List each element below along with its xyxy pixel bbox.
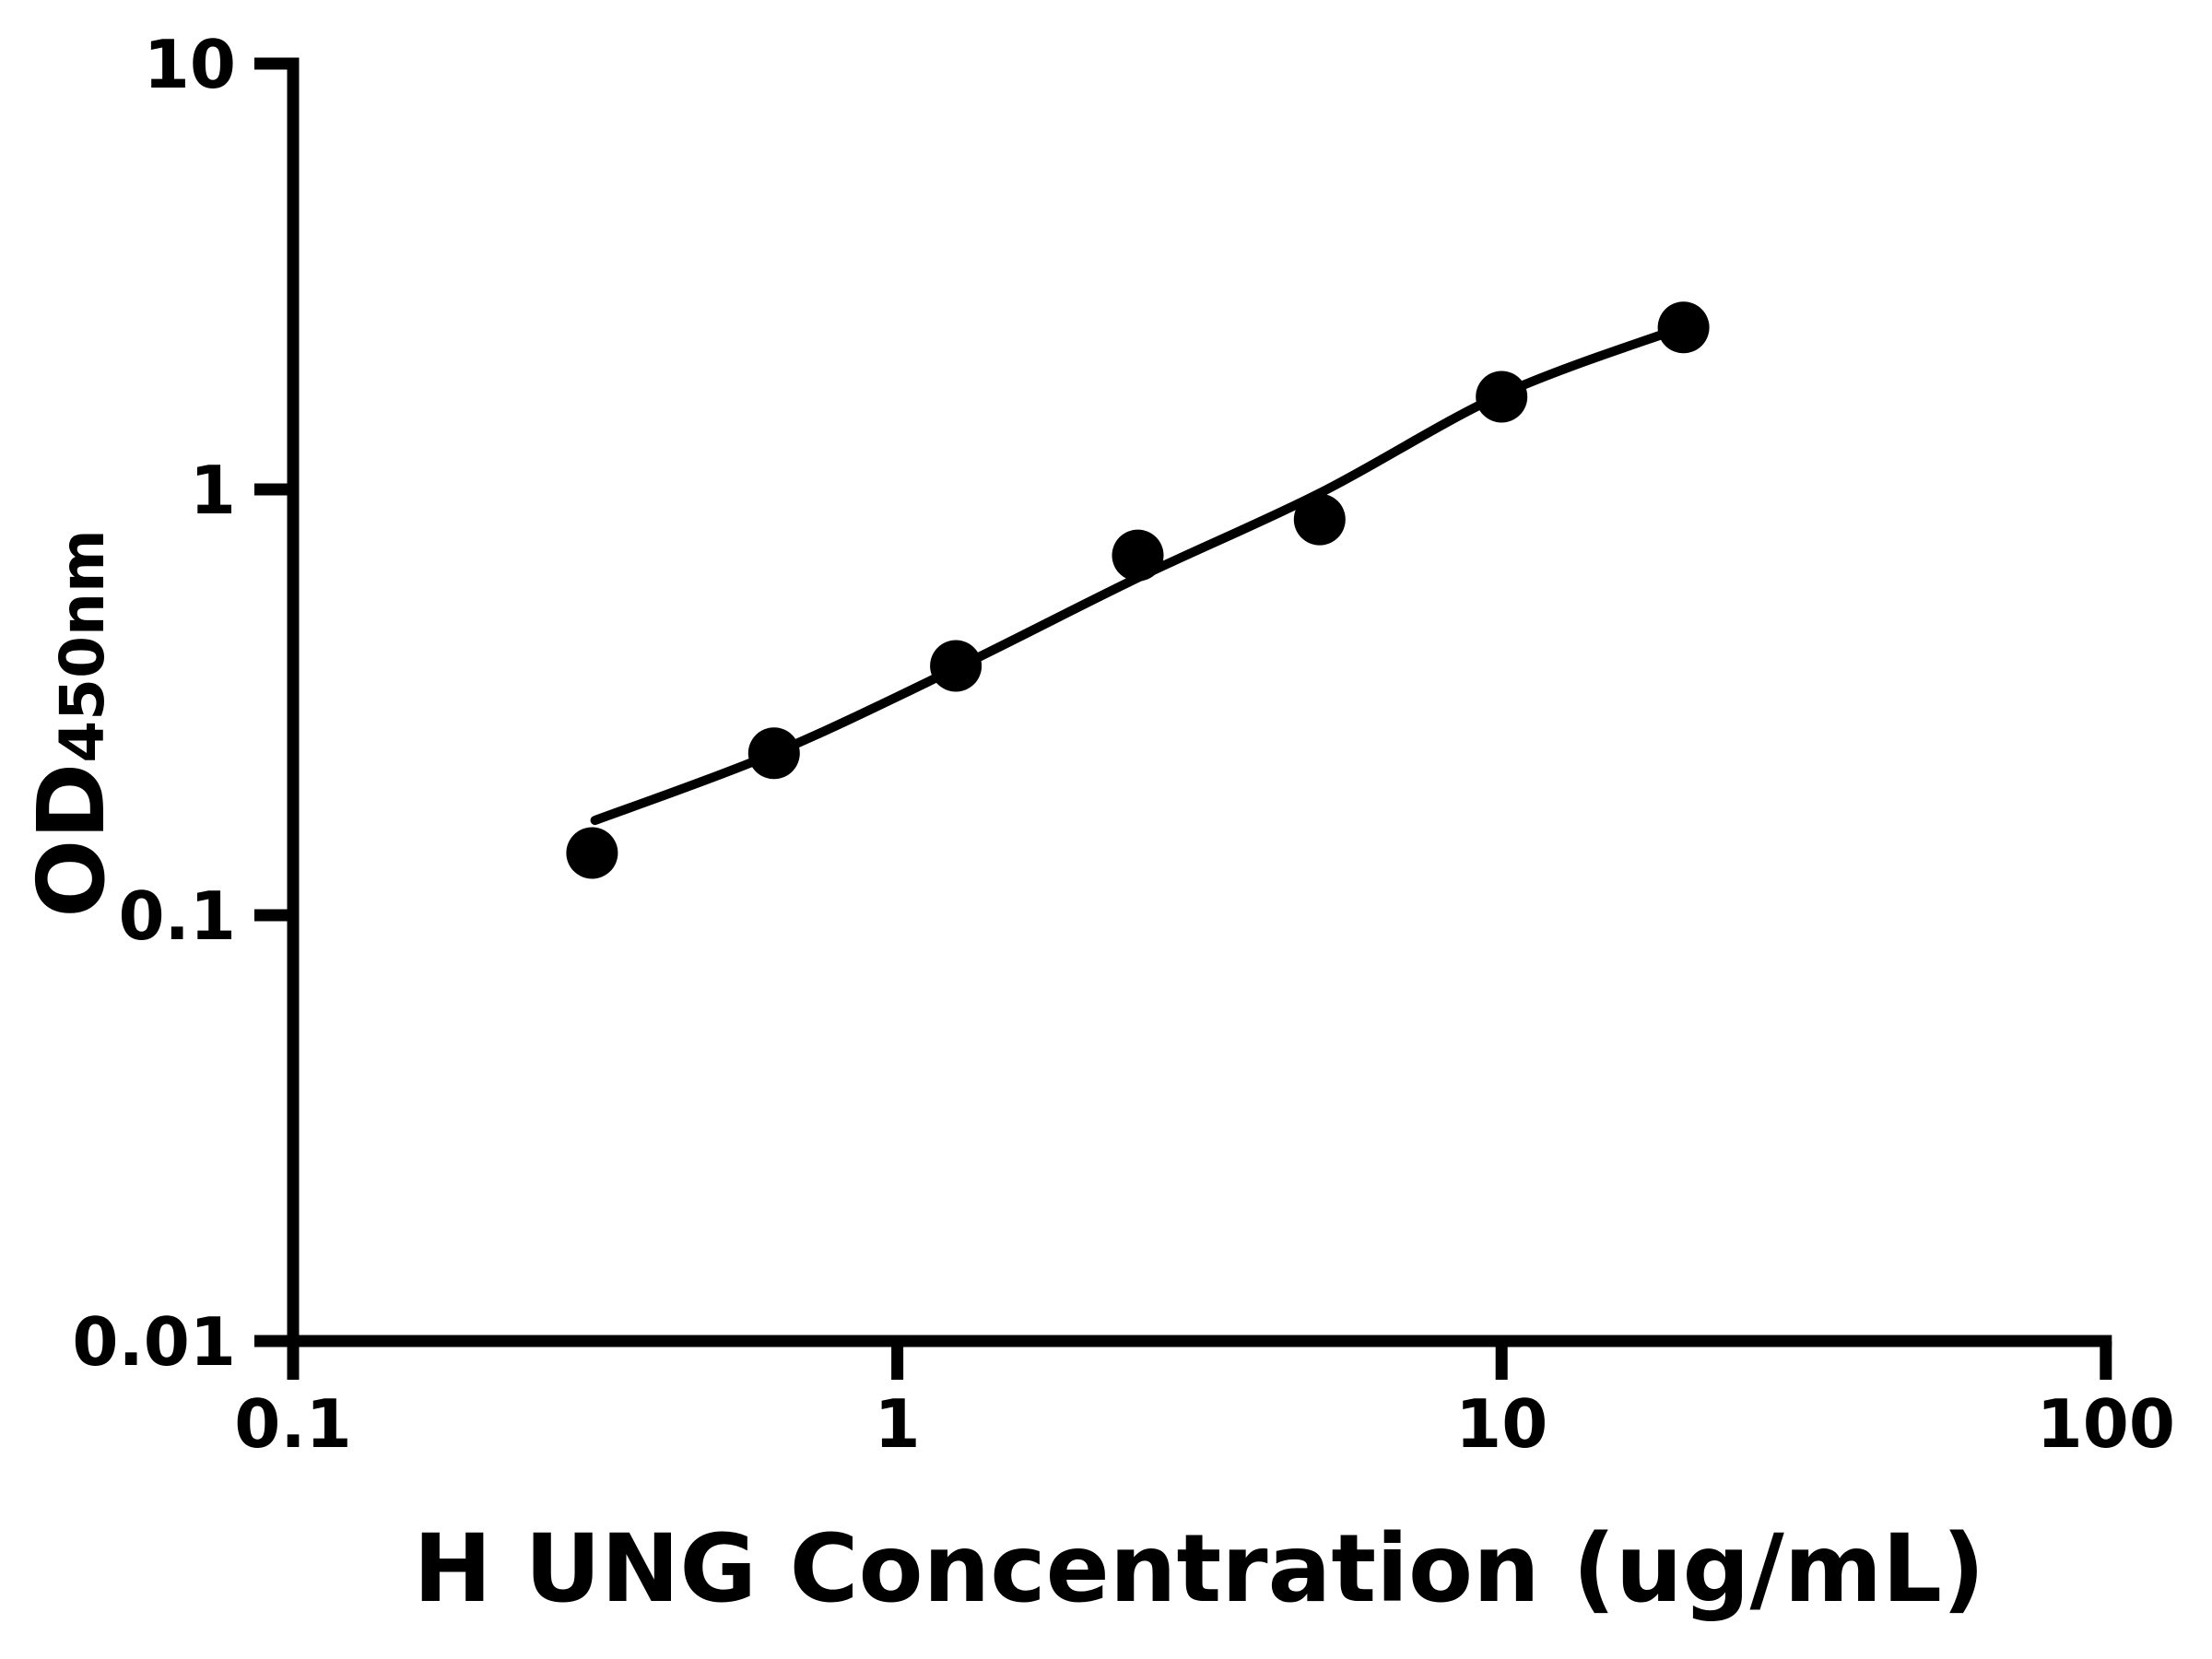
- data-point-7: [1657, 301, 1710, 354]
- y-tick-label-0.1: 0.1: [118, 877, 236, 955]
- data-point-3: [930, 640, 982, 692]
- y-axis-title-sub: 450nm: [47, 529, 118, 763]
- y-tick-1: [254, 483, 293, 496]
- x-tick-1: [891, 1341, 904, 1380]
- x-tick-100: [2100, 1341, 2112, 1380]
- data-point-2: [747, 727, 800, 780]
- x-tick-label-10: 10: [1455, 1385, 1547, 1463]
- x-axis-line: [254, 1335, 2112, 1347]
- y-tick-label-10: 10: [144, 26, 236, 103]
- x-tick-label-100: 100: [2037, 1385, 2175, 1463]
- y-axis-title-main: OD: [18, 763, 125, 918]
- x-tick-label-0.1: 0.1: [234, 1385, 352, 1463]
- axis-ticks: [254, 57, 2112, 1380]
- x-tick-0.1: [287, 1341, 300, 1380]
- y-tick-label-1: 1: [190, 452, 236, 529]
- x-tick-label-1: 1: [875, 1385, 921, 1463]
- axes: [254, 57, 2112, 1380]
- y-tick-10: [254, 57, 293, 70]
- data-point-5: [1293, 493, 1346, 546]
- y-axis-line: [287, 57, 300, 1380]
- y-tick-labels: 0.01 0.1 1 10: [72, 26, 236, 1381]
- data-point-1: [566, 827, 618, 879]
- y-tick-0.01: [254, 1335, 293, 1347]
- data-points: [566, 301, 1710, 879]
- y-tick-label-0.01: 0.01: [72, 1303, 236, 1381]
- data-point-4: [1112, 529, 1164, 582]
- x-tick-10: [1495, 1341, 1508, 1380]
- x-tick-labels: 0.1 1 10 100: [234, 1385, 2175, 1463]
- y-tick-0.1: [254, 909, 293, 922]
- x-axis-title: H UNG Concentration (ug/mL): [413, 1514, 1984, 1624]
- data-point-6: [1476, 371, 1528, 423]
- y-axis-title: OD450nm: [18, 529, 125, 918]
